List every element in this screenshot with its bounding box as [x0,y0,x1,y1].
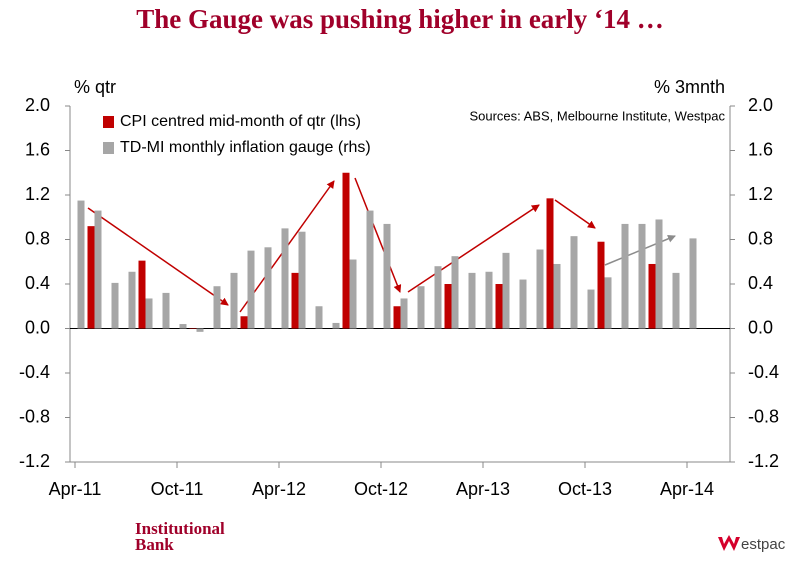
bar [332,322,340,329]
y-axis-label: % qtr [74,77,116,97]
bar [162,292,170,329]
bar [145,298,153,329]
logo-mark [718,535,740,551]
legend-swatch [103,142,114,154]
bar [570,236,578,329]
bar [196,328,204,332]
y-tick-label: -0.4 [19,362,50,382]
y2-tick-label: 0.8 [748,228,773,248]
y-tick-label: -1.2 [19,451,50,471]
bar [400,298,408,329]
legend-label: CPI centred mid-month of qtr (lhs) [120,113,361,130]
x-tick-label: Oct-13 [558,479,612,499]
legend-label: TD-MI monthly inflation gauge (rhs) [120,139,371,156]
y-tick-label: -0.8 [19,406,50,426]
bar [597,241,605,329]
y2-axis-label: % 3mnth [654,77,725,97]
bar [444,284,452,329]
trend-arrow [354,177,402,293]
bar [383,223,391,329]
bar [495,284,503,329]
bar [240,316,248,329]
bar [689,238,697,329]
bar [672,272,680,329]
bar [638,223,646,329]
y2-tick-label: 2.0 [748,95,773,115]
bar [291,272,299,329]
bar [349,259,357,329]
bar [502,252,510,329]
y-tick-label: 0.8 [25,228,50,248]
bar [468,272,476,329]
bar [655,219,663,329]
y-tick-label: 1.2 [25,184,50,204]
y-tick-label: 0.0 [25,317,50,337]
trend-arrow [87,207,229,306]
bar [298,231,306,329]
bar [519,279,527,329]
bar [621,223,629,329]
bar [648,263,656,329]
bar [128,271,136,329]
bar [587,289,595,329]
y-tick-label: 1.6 [25,139,50,159]
bar [138,260,146,329]
bar [213,286,221,329]
bar [281,228,289,329]
chart-title: The Gauge was pushing higher in early ‘1… [136,4,664,34]
x-tick-label: Oct-11 [151,479,204,499]
bar [536,249,544,329]
bar [247,250,255,329]
y2-tick-label: 1.6 [748,139,773,159]
brand-text: Bank [135,535,174,554]
annotation-arrows [87,177,676,313]
y2-tick-label: 0.0 [748,317,773,337]
legend-swatch [103,116,114,128]
bar [604,277,612,329]
y-tick-label: 2.0 [25,95,50,115]
bar [94,210,102,329]
y2-tick-label: -0.8 [748,406,779,426]
logo-text: estpac [741,536,786,553]
bar [417,286,425,329]
sources-note: Sources: ABS, Melbourne Institute, Westp… [469,108,725,123]
bar [87,226,95,329]
bar [434,266,442,329]
bar [77,200,85,329]
brand-text: Institutional [135,519,225,538]
x-tick-label: Apr-11 [49,479,102,499]
bar [179,324,187,329]
x-tick-label: Apr-14 [660,479,714,499]
bar [342,172,350,329]
bar [264,247,272,329]
bar [189,328,197,329]
trend-arrow [554,199,596,229]
x-tick-label: Apr-13 [456,479,510,499]
bar [366,210,374,329]
bar [111,282,119,329]
y-tick-label: 0.4 [25,273,50,293]
bar [546,198,554,329]
y2-tick-label: 0.4 [748,273,773,293]
y2-tick-label: -0.4 [748,362,779,382]
y2-tick-label: -1.2 [748,451,779,471]
bar [485,271,493,329]
bar [553,263,561,329]
x-tick-label: Oct-12 [354,479,408,499]
bar [451,256,459,329]
bar [230,272,238,329]
bar [315,306,323,329]
x-tick-label: Apr-12 [252,479,306,499]
trend-arrow [407,204,540,293]
y2-tick-label: 1.2 [748,184,773,204]
bar [393,306,401,329]
